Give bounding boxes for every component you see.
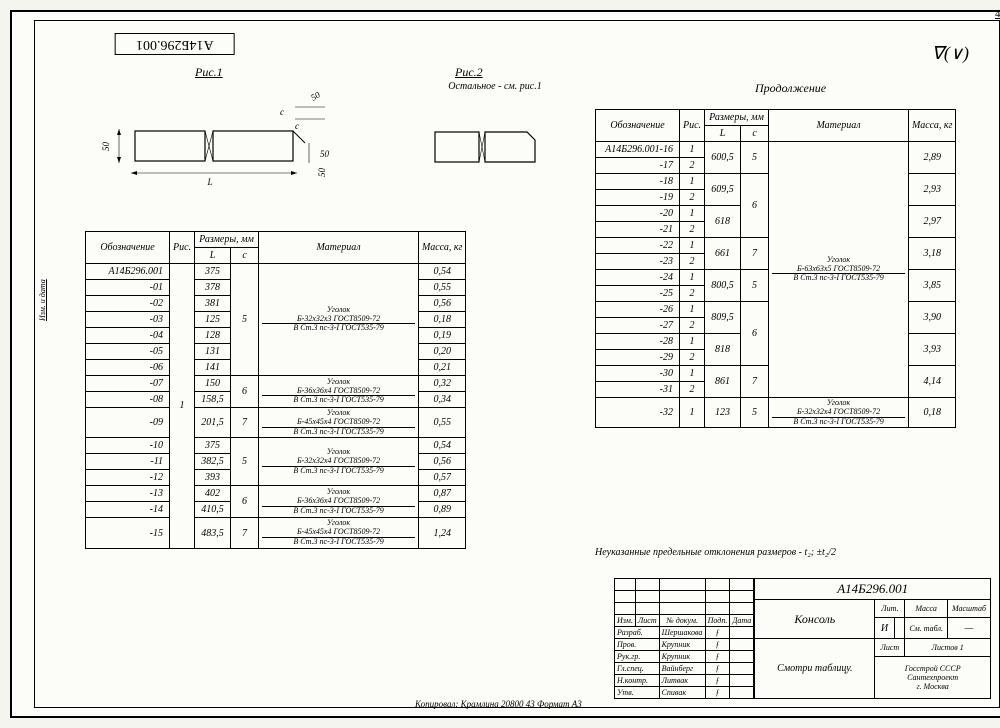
page-number: 42 [995, 10, 1000, 20]
surface-finish-mark: ∇(∨) [932, 43, 969, 64]
role-row: Гл.спец.Вайнбергƒ [615, 663, 754, 675]
continuation-label: Продолжение [755, 81, 826, 96]
table-row: -071506Уголок Б-36х36х4 ГОСТ8509-72В Ст.… [86, 376, 466, 392]
drawing-name: Консоль [755, 600, 875, 639]
svg-text:50: 50 [317, 168, 327, 178]
fig2-subtitle: Остальное - см. рис.1 [415, 81, 575, 92]
table-row: -15483,57Уголок Б-45х45х4 ГОСТ8509-72В С… [86, 518, 466, 548]
table-row: А14Б296.001-161600,55Уголок Б-63х63х5 ГО… [596, 142, 956, 158]
role-row: Н.контр.Литвакƒ [615, 675, 754, 687]
svg-text:50: 50 [320, 149, 330, 159]
svg-text:L: L [206, 177, 212, 187]
svg-text:с: с [295, 121, 299, 131]
revision-table: Изм. Лист № докум. Подп. Дата Разраб.Шер… [614, 578, 754, 699]
figure-2: Остальное - см. рис.1 [415, 81, 575, 191]
drawing-sheet: 42 А14Б296.001 ∇(∨) Рис.1 L 50 50 [10, 10, 1000, 718]
right-table-head: Обозначение Рис. Размеры, мм Материал Ма… [596, 110, 956, 142]
table-row: -3211235Уголок Б-32х32х4 ГОСТ8509-72В Ст… [596, 398, 956, 428]
table-row: -103755Уголок Б-32х32х4 ГОСТ8509-72В Ст.… [86, 438, 466, 454]
left-table-head: Обозначение Рис. Размеры, мм Материал Ма… [86, 232, 466, 264]
title-block: Изм. Лист № докум. Подп. Дата Разраб.Шер… [614, 578, 991, 699]
table-row: А14Б296.00113755Уголок Б-32х32х3 ГОСТ850… [86, 264, 466, 280]
fig1-label: Рис.1 [195, 65, 223, 80]
figure-1: L 50 50 50 с с 50 [95, 91, 335, 201]
table-row: -134026Уголок Б-36х36х4 ГОСТ8509-72В Ст.… [86, 486, 466, 502]
svg-text:50: 50 [101, 142, 111, 152]
side-label: Изм. и дата [38, 279, 47, 321]
drawing-code: А14Б296.001 [755, 579, 991, 600]
role-row: Пров.Крупникƒ [615, 639, 754, 651]
title-block-main: А14Б296.001 Консоль Лит. Масса Масштаб И… [754, 578, 991, 699]
svg-text:50: 50 [309, 91, 322, 103]
organization: Госстрой СССР Сантехпроект г. Москва [875, 657, 991, 699]
spec-table-right: Обозначение Рис. Размеры, мм Материал Ма… [595, 109, 956, 428]
fig2-label: Рис.2 [455, 65, 483, 80]
tolerance-note: Неуказанные предельные отклонения размер… [595, 547, 836, 558]
drawing-subname: Смотри таблицу. [755, 639, 875, 699]
table-row: -09201,57Уголок Б-45х45х4 ГОСТ8509-72В С… [86, 408, 466, 438]
role-row: Рук.гр.Крупникƒ [615, 651, 754, 663]
role-row: Утв.Спивакƒ [615, 687, 754, 699]
top-code-rotated: А14Б296.001 [115, 33, 235, 55]
role-row: Разраб.Шершаковаƒ [615, 627, 754, 639]
inner-frame: А14Б296.001 ∇(∨) Рис.1 L 50 50 50 [34, 20, 1000, 708]
spec-table-left: Обозначение Рис. Размеры, мм Материал Ма… [85, 231, 466, 549]
svg-text:с: с [280, 107, 284, 117]
